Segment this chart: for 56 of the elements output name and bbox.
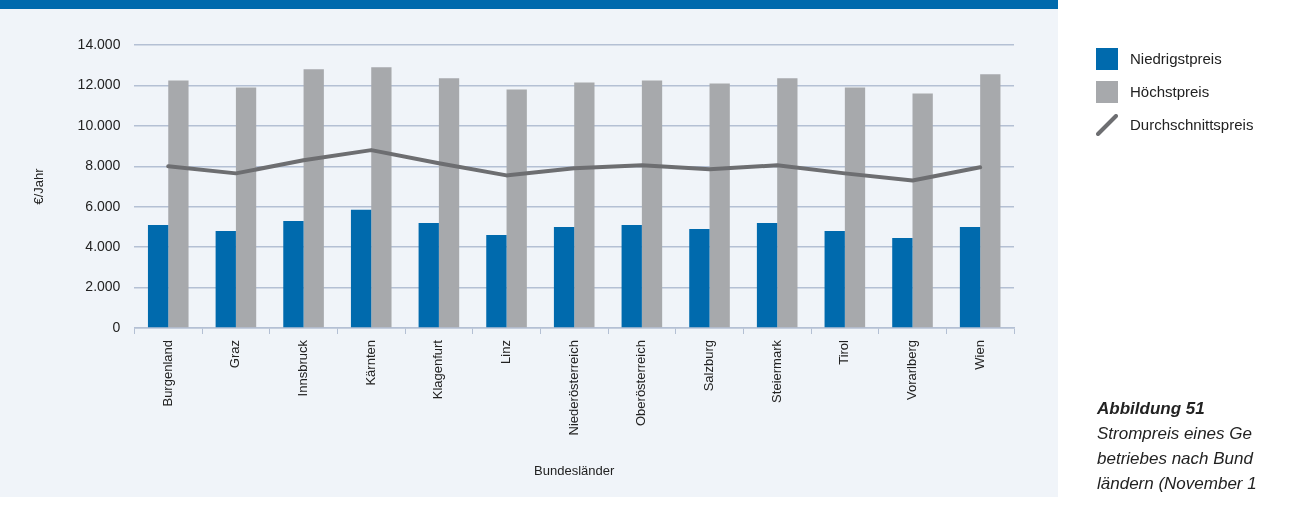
bar bbox=[959, 226, 981, 328]
bar bbox=[621, 224, 642, 328]
x-tick-label: Niederösterreich bbox=[565, 340, 581, 436]
bar bbox=[824, 230, 845, 328]
x-tick-label: Klagenfurt bbox=[430, 339, 446, 400]
bar bbox=[756, 222, 778, 328]
bar bbox=[844, 87, 866, 328]
y-tick-label: 4.000 bbox=[85, 238, 121, 255]
bar bbox=[912, 93, 933, 328]
bar bbox=[892, 238, 913, 328]
bar bbox=[283, 220, 304, 328]
y-tick-label: 2.000 bbox=[85, 278, 121, 295]
bar bbox=[371, 67, 392, 328]
bar bbox=[350, 209, 372, 328]
bar bbox=[709, 83, 730, 328]
text: ländern (November 1 bbox=[1097, 473, 1257, 495]
y-tick-label: 14.000 bbox=[77, 35, 121, 52]
y-tick-label: 12.000 bbox=[77, 76, 121, 93]
legend-label: Niedrigstpreis bbox=[1130, 50, 1222, 67]
bar bbox=[438, 78, 460, 328]
y-axis-title: €/Jahr bbox=[31, 167, 47, 205]
bar bbox=[689, 228, 710, 328]
x-tick-label: Innsbruck bbox=[295, 339, 311, 397]
bar bbox=[574, 82, 595, 328]
x-tick-label: Graz bbox=[227, 340, 243, 369]
bar bbox=[168, 80, 189, 328]
x-tick-label: Steiermark bbox=[768, 339, 784, 403]
bar bbox=[641, 80, 663, 328]
x-tick-label: Kärnten bbox=[362, 340, 378, 386]
y-tick-label: 8.000 bbox=[85, 157, 121, 174]
bar bbox=[553, 226, 575, 328]
x-tick-label: Vorarlberg bbox=[904, 340, 920, 401]
y-tick-label: 6.000 bbox=[85, 197, 121, 214]
x-tick-label: Tirol bbox=[836, 339, 852, 365]
bar bbox=[235, 87, 257, 328]
x-tick-label: Oberösterreich bbox=[633, 340, 649, 427]
bar bbox=[777, 78, 798, 328]
legend-label: Höchstpreis bbox=[1130, 83, 1210, 100]
bar bbox=[506, 89, 527, 328]
x-tick-label: Linz bbox=[498, 340, 514, 364]
text: Strompreis eines Ge bbox=[1097, 423, 1253, 445]
y-tick-label: 0 bbox=[112, 318, 121, 335]
x-tick-label: Burgenland bbox=[159, 340, 175, 407]
bar bbox=[980, 74, 1001, 328]
y-tick-label: 10.000 bbox=[77, 116, 121, 133]
legend-label: Durchschnittspreis bbox=[1130, 116, 1254, 133]
x-tick-label: Wien bbox=[971, 340, 987, 370]
bar bbox=[418, 222, 439, 328]
x-axis-title: Bundesländer bbox=[534, 462, 615, 478]
text: Abbildung 51 bbox=[1097, 398, 1206, 420]
bar bbox=[486, 235, 507, 328]
x-tick-label: Salzburg bbox=[701, 340, 717, 392]
bar bbox=[215, 230, 236, 328]
text: betriebes nach Bund bbox=[1097, 448, 1255, 470]
bar bbox=[147, 224, 169, 328]
bar bbox=[303, 69, 324, 328]
